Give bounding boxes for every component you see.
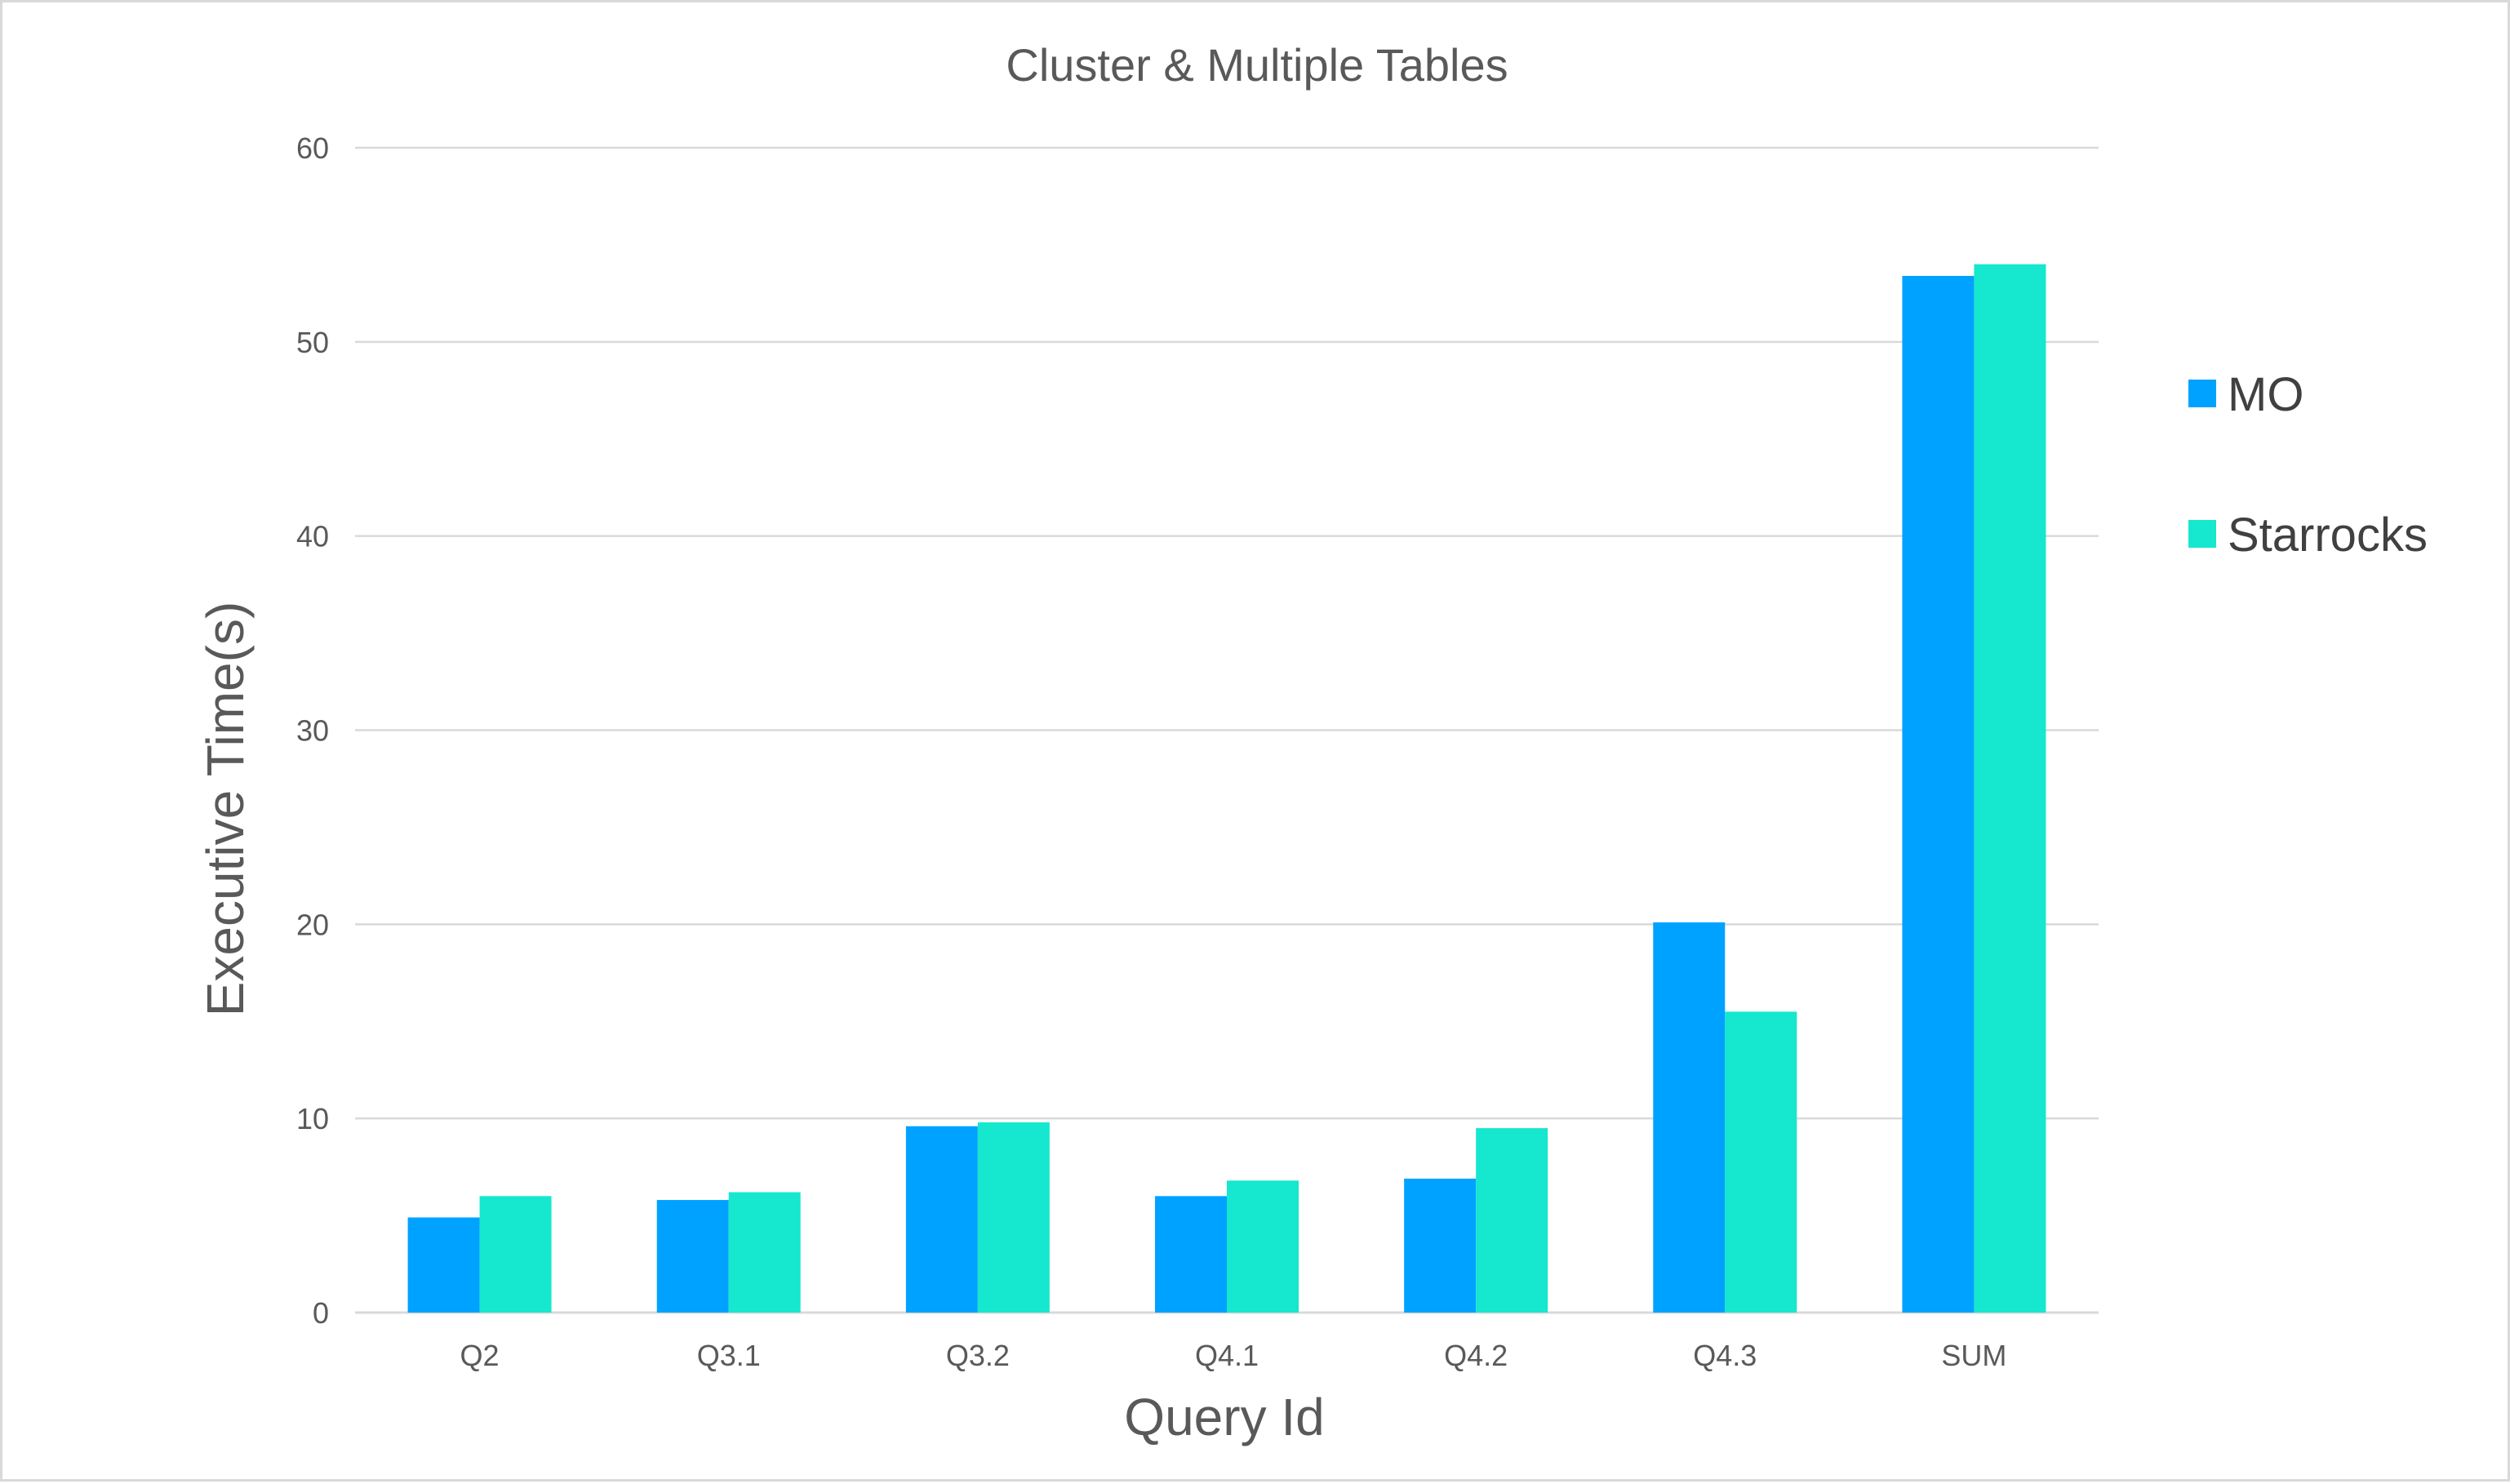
bar-starrocks-q4-3 [1725,1011,1797,1313]
bar-starrocks-q4-2 [1476,1128,1548,1313]
y-tick-label: 10 [296,1102,329,1135]
y-tick-label: 0 [313,1296,329,1330]
bar-mo-q4-2 [1404,1178,1477,1313]
x-tick-label: SUM [1941,1339,2006,1372]
bar-starrocks-q3-2 [977,1122,1050,1313]
bar-starrocks-sum [1974,264,2046,1313]
legend-swatch-starrocks [2188,520,2216,548]
y-tick-label: 30 [296,714,329,748]
x-tick-label: Q3.1 [697,1339,761,1372]
y-axis-title: Executive Time(s) [196,602,255,1017]
y-axis-ticks: 0 10 20 30 40 50 60 [296,131,329,1330]
y-tick-label: 50 [296,326,329,359]
bar-starrocks-q3-1 [728,1192,801,1313]
x-axis-title: Query Id [1124,1388,1324,1446]
bar-mo-q3-1 [656,1200,729,1313]
legend: MO Starrocks [2188,368,2428,562]
bar-starrocks-q2 [479,1196,552,1313]
legend-swatch-mo [2188,380,2216,407]
bar-mo-q2 [407,1217,480,1313]
y-tick-label: 20 [296,908,329,941]
x-tick-label: Q4.3 [1693,1339,1757,1372]
bar-starrocks-q4-1 [1227,1180,1299,1313]
bar-mo-q3-2 [905,1126,978,1313]
y-tick-label: 60 [296,131,329,165]
legend-label-mo: MO [2228,368,2303,421]
x-axis-ticks: Q2 Q3.1 Q3.2 Q4.1 Q4.2 Q4.3 SUM [460,1339,2007,1372]
x-tick-label: Q2 [460,1339,500,1372]
x-tick-label: Q4.2 [1444,1339,1508,1372]
chart-title: Cluster & Multiple Tables [1006,39,1508,91]
bar-mo-q4-1 [1155,1196,1227,1313]
gridlines [355,146,2099,1314]
bar-mo-sum [1902,275,1975,1313]
x-tick-label: Q3.2 [946,1339,1010,1372]
legend-label-starrocks: Starrocks [2228,509,2428,562]
x-tick-label: Q4.1 [1195,1339,1259,1372]
bars [407,264,2046,1313]
bar-mo-q4-3 [1653,922,1726,1313]
y-tick-label: 40 [296,520,329,553]
